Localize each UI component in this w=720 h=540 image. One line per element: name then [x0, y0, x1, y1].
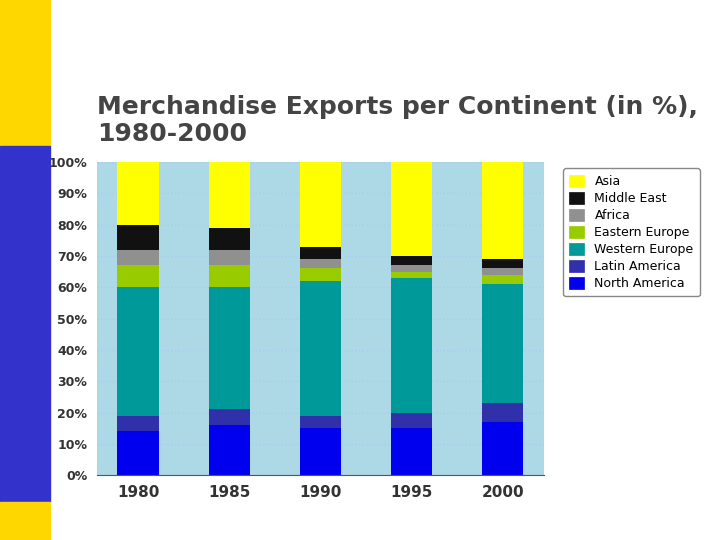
- Text: Merchandise Exports per Continent (in %),: Merchandise Exports per Continent (in %)…: [97, 95, 698, 119]
- Bar: [117, 287, 158, 416]
- Bar: [300, 247, 341, 259]
- Bar: [300, 281, 341, 416]
- Bar: [300, 416, 341, 428]
- Bar: [209, 228, 250, 249]
- Bar: [0, 0, 50, 146]
- Bar: [391, 272, 432, 278]
- Bar: [391, 256, 432, 265]
- Bar: [209, 265, 250, 287]
- Bar: [482, 275, 523, 284]
- Bar: [482, 259, 523, 268]
- Bar: [391, 278, 432, 413]
- Bar: [209, 249, 250, 265]
- Bar: [117, 225, 158, 249]
- Bar: [0, 502, 50, 540]
- Bar: [482, 284, 523, 403]
- Bar: [117, 249, 158, 265]
- Bar: [482, 403, 523, 422]
- Bar: [209, 425, 250, 475]
- Bar: [117, 416, 158, 431]
- Bar: [391, 428, 432, 475]
- Bar: [482, 162, 523, 259]
- Text: 1980-2000: 1980-2000: [97, 122, 247, 146]
- Bar: [209, 409, 250, 425]
- Bar: [117, 265, 158, 287]
- Bar: [209, 162, 250, 228]
- Bar: [300, 259, 341, 268]
- Bar: [0, 146, 50, 502]
- Bar: [209, 287, 250, 409]
- Bar: [391, 265, 432, 272]
- Bar: [391, 413, 432, 428]
- Bar: [482, 268, 523, 275]
- Bar: [391, 162, 432, 256]
- Bar: [117, 162, 158, 225]
- Bar: [117, 431, 158, 475]
- Bar: [300, 162, 341, 247]
- Bar: [300, 268, 341, 281]
- Bar: [482, 422, 523, 475]
- Legend: Asia, Middle East, Africa, Eastern Europe, Western Europe, Latin America, North : Asia, Middle East, Africa, Eastern Europ…: [563, 168, 700, 296]
- Bar: [300, 428, 341, 475]
